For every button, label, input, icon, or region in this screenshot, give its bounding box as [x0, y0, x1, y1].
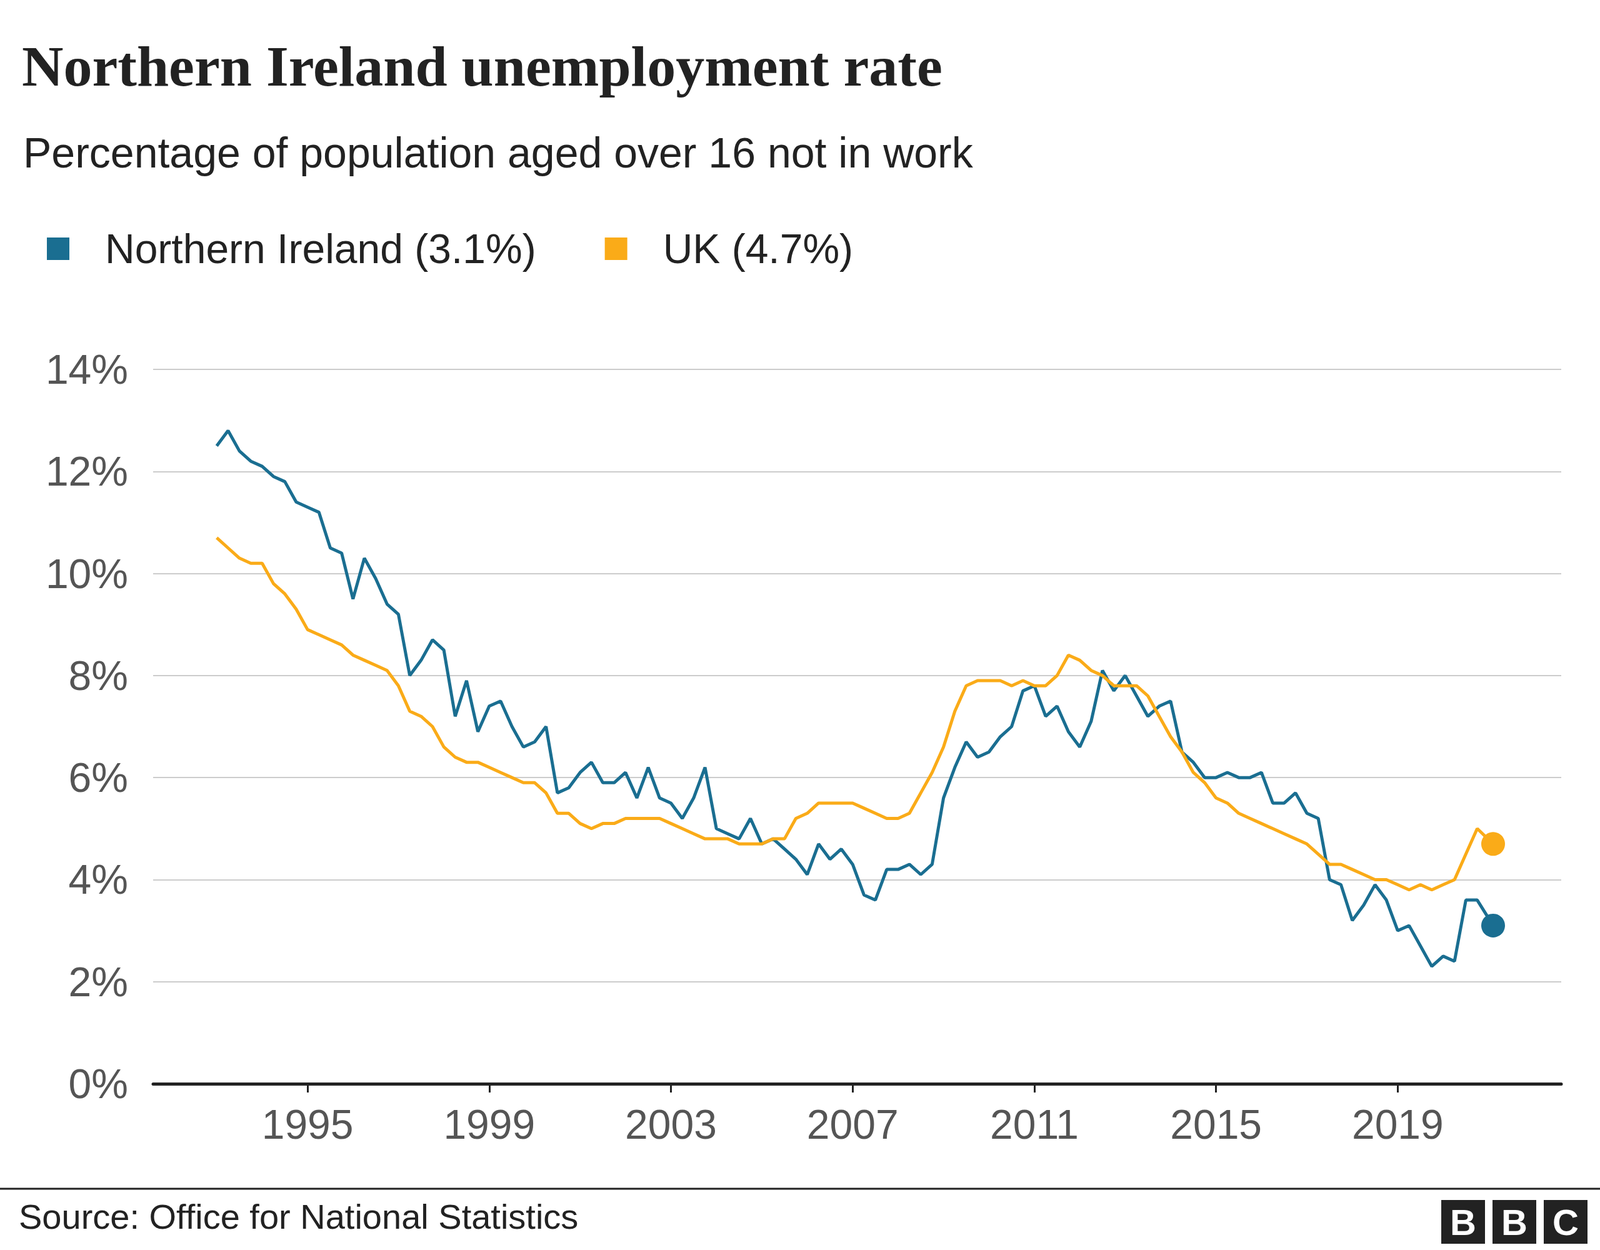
svg-text:Northern Ireland unemployment: Northern Ireland unemployment rate — [21, 34, 943, 99]
svg-text:0%: 0% — [68, 1060, 129, 1107]
svg-text:UK (4.7%): UK (4.7%) — [663, 225, 854, 272]
svg-text:2%: 2% — [68, 958, 129, 1005]
svg-text:1995: 1995 — [261, 1101, 354, 1148]
svg-text:2007: 2007 — [806, 1101, 899, 1148]
svg-text:C: C — [1552, 1201, 1579, 1243]
svg-text:2003: 2003 — [625, 1101, 717, 1148]
svg-text:2015: 2015 — [1170, 1101, 1262, 1148]
svg-text:8%: 8% — [68, 652, 129, 699]
svg-text:14%: 14% — [45, 346, 129, 393]
svg-text:B: B — [1450, 1201, 1477, 1243]
svg-text:1999: 1999 — [443, 1101, 535, 1148]
svg-text:4%: 4% — [68, 856, 129, 903]
svg-text:12%: 12% — [45, 448, 129, 495]
svg-text:Source: Office for National St: Source: Office for National Statistics — [18, 1196, 579, 1237]
svg-text:Percentage of population aged: Percentage of population aged over 16 no… — [23, 128, 974, 177]
svg-text:10%: 10% — [45, 550, 129, 597]
svg-text:6%: 6% — [68, 754, 129, 801]
svg-text:2019: 2019 — [1351, 1101, 1444, 1148]
svg-text:Northern Ireland (3.1%): Northern Ireland (3.1%) — [105, 225, 537, 272]
svg-text:B: B — [1501, 1201, 1528, 1243]
svg-text:2011: 2011 — [990, 1101, 1079, 1148]
